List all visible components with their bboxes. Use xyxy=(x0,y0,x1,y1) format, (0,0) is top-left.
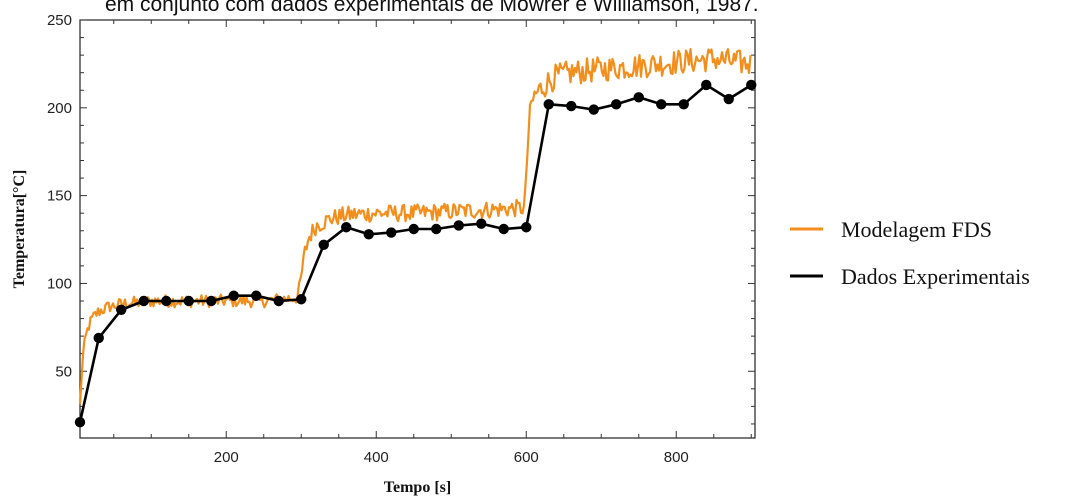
data-point xyxy=(476,218,487,229)
x-tick-label: 400 xyxy=(364,449,389,466)
series-line-dados-experimentais xyxy=(78,83,752,423)
data-point xyxy=(74,416,86,428)
x-tick-label: 800 xyxy=(664,449,689,466)
data-point xyxy=(228,290,239,301)
data-point xyxy=(498,223,509,235)
data-point xyxy=(453,220,464,231)
legend: Modelagem FDS Dados Experimentais xyxy=(790,217,1030,289)
data-point xyxy=(138,295,149,307)
data-point xyxy=(746,79,757,91)
data-point xyxy=(341,222,352,233)
data-point xyxy=(611,99,622,110)
data-point xyxy=(161,295,172,307)
y-tick-label: 200 xyxy=(47,100,72,117)
data-point xyxy=(723,93,734,105)
data-point xyxy=(408,223,419,235)
ticks: 200 400 600 800 50 100 150 200 250 xyxy=(47,12,755,466)
legend-label-modelagem: Modelagem FDS xyxy=(841,217,992,242)
data-point xyxy=(521,222,532,233)
data-point xyxy=(386,227,397,238)
data-point xyxy=(588,104,599,115)
data-point xyxy=(701,79,712,91)
data-point xyxy=(566,100,577,112)
x-tick-label: 600 xyxy=(514,449,539,466)
data-point xyxy=(318,239,329,251)
x-axis-title: Tempo [s] xyxy=(384,479,451,496)
data-point xyxy=(251,290,262,301)
data-point xyxy=(183,295,194,307)
y-tick-label: 50 xyxy=(55,363,72,380)
data-point xyxy=(431,223,442,235)
y-tick-label: 250 xyxy=(47,12,72,29)
figure-caption: em conjunto com dados experimentais de M… xyxy=(105,0,759,16)
data-point xyxy=(93,332,104,344)
data-point xyxy=(296,294,307,305)
data-point xyxy=(116,304,127,315)
data-point xyxy=(633,92,644,103)
data-point xyxy=(656,99,667,110)
series xyxy=(74,47,757,428)
data-point xyxy=(363,229,374,240)
plot-frame xyxy=(79,19,756,439)
data-point xyxy=(543,99,554,110)
y-tick-label: 100 xyxy=(47,275,72,292)
data-point xyxy=(678,99,689,110)
x-tick-label: 200 xyxy=(214,449,239,466)
y-tick-label: 150 xyxy=(47,188,72,205)
data-point xyxy=(273,295,284,307)
data-point xyxy=(206,295,217,307)
y-axis-title: Temperatura[°C] xyxy=(11,170,28,289)
legend-label-experimentais: Dados Experimentais xyxy=(841,264,1030,289)
